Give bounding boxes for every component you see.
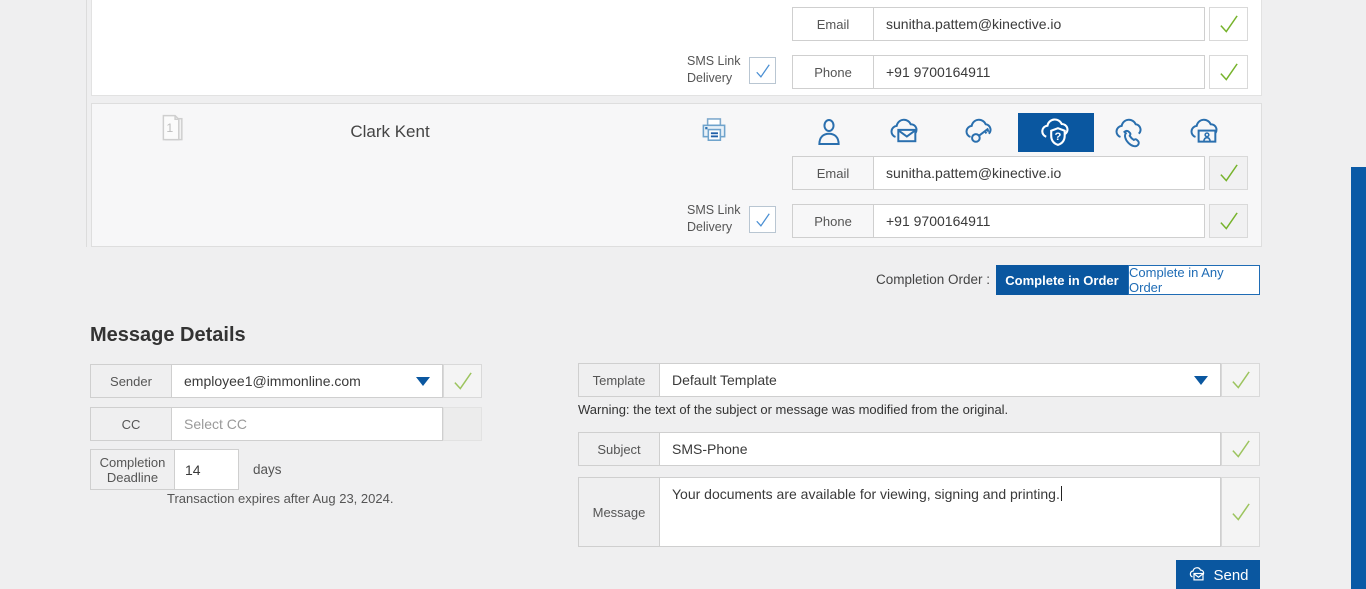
- phone-field-row: Phone: [792, 204, 1248, 238]
- check-icon: [453, 372, 472, 390]
- email-label: Email: [793, 157, 874, 189]
- delivery-option-email[interactable]: [886, 114, 922, 150]
- check-icon: [1219, 164, 1238, 182]
- template-valid-check: [1221, 363, 1260, 397]
- phone-input-field[interactable]: [886, 213, 1192, 229]
- cloud-key-icon: [965, 118, 992, 143]
- email-field-row-top: Email: [792, 7, 1248, 41]
- vertical-scrollbar-thumb[interactable]: [1351, 167, 1366, 589]
- text-cursor: [1060, 486, 1062, 501]
- document-count-icon: 1: [156, 111, 188, 151]
- email-input-field[interactable]: [886, 16, 1192, 32]
- checkbox-check-icon: [755, 212, 770, 227]
- message-row: Message Your documents are available for…: [578, 477, 1260, 547]
- cc-label: CC: [91, 408, 172, 440]
- email-valid-check: [1209, 156, 1248, 190]
- phone-label: Phone: [793, 205, 874, 237]
- sender-row: Sender employee1@immonline.com: [90, 364, 482, 398]
- subject-label: Subject: [579, 433, 660, 465]
- person-icon: [818, 118, 840, 146]
- recipient-name: Clark Kent: [350, 122, 430, 141]
- cloud-phone-icon: [1115, 118, 1142, 148]
- send-button[interactable]: Send: [1176, 560, 1260, 589]
- subject-row: Subject: [578, 432, 1260, 466]
- cc-select[interactable]: [172, 408, 442, 440]
- panel-left-border: [86, 0, 87, 247]
- phone-input-field[interactable]: [886, 64, 1192, 80]
- chevron-down-icon[interactable]: [416, 376, 430, 386]
- svg-text:1: 1: [166, 121, 173, 135]
- template-warning-text: Warning: the text of the subject or mess…: [578, 402, 1009, 417]
- deadline-unit-label: days: [253, 462, 282, 477]
- phone-field-row-top: Phone: [792, 55, 1248, 89]
- send-button-label: Send: [1213, 566, 1249, 584]
- phone-input[interactable]: [874, 56, 1204, 88]
- phone-label: Phone: [793, 56, 874, 88]
- delivery-option-phone[interactable]: [1111, 114, 1147, 150]
- deadline-input[interactable]: [175, 450, 238, 489]
- completion-order-label: Completion Order :: [875, 272, 990, 287]
- email-label: Email: [793, 8, 874, 40]
- email-input[interactable]: [874, 8, 1204, 40]
- sender-select[interactable]: employee1@immonline.com: [172, 365, 442, 397]
- deadline-input-field[interactable]: [185, 461, 228, 478]
- message-text: Your documents are available for viewing…: [672, 486, 1060, 502]
- sms-link-delivery-checkbox[interactable]: [749, 206, 776, 233]
- cloud-id-icon: [1190, 118, 1218, 143]
- template-select[interactable]: Default Template: [660, 364, 1220, 396]
- delivery-option-key[interactable]: [961, 114, 997, 150]
- sender-valid-check: [443, 364, 482, 398]
- template-value: Default Template: [672, 372, 777, 388]
- message-valid-check: [1221, 477, 1260, 547]
- email-valid-check: [1209, 7, 1248, 41]
- completion-deadline-label: Completion Deadline: [91, 450, 175, 489]
- sender-value: employee1@immonline.com: [184, 373, 361, 389]
- printer-icon: [702, 118, 726, 141]
- subject-valid-check: [1221, 432, 1260, 466]
- email-field-row: Email: [792, 156, 1248, 190]
- sender-label: Sender: [91, 365, 172, 397]
- cc-input-field[interactable]: [184, 416, 430, 432]
- check-icon: [1231, 440, 1250, 458]
- cc-row: CC: [90, 407, 482, 441]
- print-button[interactable]: [696, 113, 732, 149]
- delivery-option-shield-selected[interactable]: ?: [1018, 113, 1094, 152]
- delivery-option-person[interactable]: [811, 114, 847, 150]
- check-icon: [1219, 63, 1238, 81]
- email-input[interactable]: [874, 157, 1204, 189]
- phone-valid-check: [1209, 204, 1248, 238]
- subject-input-field[interactable]: [672, 441, 1208, 457]
- template-row: Template Default Template: [578, 363, 1260, 397]
- message-textarea[interactable]: Your documents are available for viewing…: [660, 478, 1220, 546]
- chevron-down-icon[interactable]: [1194, 375, 1208, 385]
- cloud-email-icon: [890, 118, 918, 143]
- checkbox-check-icon: [755, 63, 770, 78]
- check-icon: [1219, 15, 1238, 33]
- check-icon: [1231, 503, 1250, 521]
- sms-link-delivery-checkbox-top[interactable]: [749, 57, 776, 84]
- check-icon: [1219, 212, 1238, 230]
- sms-link-delivery-label-top: SMS Link Delivery: [687, 54, 741, 85]
- template-label: Template: [579, 364, 660, 396]
- phone-input[interactable]: [874, 205, 1204, 237]
- expiration-note: Transaction expires after Aug 23, 2024.: [167, 491, 394, 506]
- sms-link-delivery-label: SMS Link Delivery: [687, 203, 741, 234]
- delivery-option-id[interactable]: [1186, 114, 1222, 150]
- email-input-field[interactable]: [886, 165, 1192, 181]
- message-label: Message: [579, 478, 660, 546]
- complete-in-any-order-button[interactable]: Complete in Any Order: [1128, 265, 1260, 295]
- completion-deadline-row: Completion Deadline days: [90, 449, 282, 490]
- send-cloud-email-icon: [1190, 567, 1205, 581]
- phone-valid-check: [1209, 55, 1248, 89]
- svg-text:?: ?: [1055, 130, 1062, 142]
- message-details-heading: Message Details: [90, 324, 246, 346]
- cc-check-placeholder: [443, 407, 482, 441]
- check-icon: [1231, 371, 1250, 389]
- cloud-shield-question-icon: ?: [1041, 117, 1069, 146]
- complete-in-order-button[interactable]: Complete in Order: [996, 265, 1128, 295]
- subject-input[interactable]: [660, 433, 1220, 465]
